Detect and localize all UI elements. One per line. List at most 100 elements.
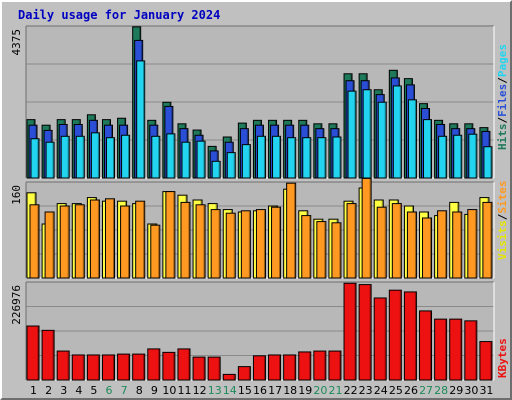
bar-kbytes-day-25	[388, 289, 402, 381]
bar-sites-day-6-shade	[112, 199, 114, 278]
bar-kbytes-day-18-shade	[294, 355, 296, 380]
bar-sites-day-21-body	[331, 222, 342, 279]
bar-kbytes-day-4-shade	[82, 355, 84, 380]
bar-kbytes-day-24-body	[373, 297, 387, 381]
bar-sites-day-5-shade	[97, 200, 99, 278]
bar-pages-day-17-body	[272, 135, 282, 179]
bar-sites-day-18	[286, 182, 297, 279]
bar-sites-day-25-shade	[399, 204, 401, 278]
bar-sites-day-23-body	[361, 177, 372, 279]
bar-pages-day-20	[317, 137, 327, 179]
bar-sites-day-8-body	[135, 200, 146, 279]
bar-sites-day-19-body	[301, 215, 312, 279]
bar-pages-day-22	[347, 90, 357, 179]
bar-pages-day-14-body	[226, 152, 236, 179]
bar-pages-day-10-body	[166, 133, 176, 179]
x-tick-label-day-4: 4	[75, 384, 82, 397]
bar-pages-day-31-shade	[490, 147, 492, 178]
bar-sites-day-1	[29, 204, 40, 279]
bar-pages-day-28	[438, 135, 448, 179]
bar-pages-day-24-shade	[384, 102, 386, 178]
x-tick-label-day-8: 8	[136, 384, 143, 397]
bar-pages-day-12	[196, 140, 206, 179]
bar-kbytes-day-4	[71, 354, 85, 381]
bar-sites-day-26	[406, 211, 417, 279]
bar-sites-day-10	[165, 191, 176, 279]
bar-pages-day-1-shade	[37, 139, 39, 178]
bar-pages-day-28-shade	[445, 136, 447, 178]
bar-pages-day-5	[90, 132, 100, 179]
bar-sites-day-10-body	[165, 191, 176, 279]
bar-sites-day-9	[150, 224, 161, 279]
bar-kbytes-day-23	[358, 284, 372, 381]
bar-sites-day-6	[104, 198, 115, 279]
bar-sites-day-11	[180, 201, 191, 279]
bar-pages-day-16-body	[256, 135, 266, 179]
bar-kbytes-day-1	[26, 325, 40, 381]
bar-sites-day-5	[89, 199, 100, 279]
bar-sites-day-31-shade	[490, 202, 492, 278]
bar-kbytes-day-8-body	[132, 353, 146, 381]
bar-sites-day-3-shade	[67, 206, 69, 278]
bar-kbytes-day-16	[252, 355, 266, 381]
x-tick-label-day-23: 23	[359, 384, 373, 397]
bar-pages-day-15-body	[241, 144, 251, 179]
bar-kbytes-day-19	[298, 351, 312, 381]
x-tick-label-day-31: 31	[479, 384, 493, 397]
bar-kbytes-day-31-shade	[490, 342, 492, 380]
bar-kbytes-day-15-body	[237, 366, 251, 381]
legend-hits-files-pages: Hits/Files/Pages	[496, 44, 509, 150]
bar-pages-day-11-shade	[188, 142, 190, 178]
bar-sites-day-16	[255, 209, 266, 279]
chart-title: Daily usage for January 2024	[18, 8, 221, 22]
bar-kbytes-day-21	[328, 350, 342, 381]
bar-kbytes-day-31-body	[479, 341, 493, 381]
bar-sites-day-14-shade	[233, 213, 235, 278]
x-tick-label-day-5: 5	[90, 384, 97, 397]
bar-pages-day-5-shade	[97, 133, 99, 178]
bar-kbytes-day-26-shade	[414, 292, 416, 380]
bar-kbytes-day-1-body	[26, 325, 40, 381]
bar-pages-day-26-shade	[414, 100, 416, 178]
bar-kbytes-day-14-body	[222, 373, 236, 381]
bar-pages-day-30-body	[468, 133, 478, 179]
bar-pages-day-23	[362, 89, 372, 179]
x-tick-label-day-22: 22	[344, 384, 358, 397]
legend-visits-sites-part: Visits	[496, 220, 509, 260]
bar-sites-day-30-shade	[475, 210, 477, 278]
bar-kbytes-day-15-shade	[248, 367, 250, 380]
bar-sites-day-31-body	[482, 201, 493, 279]
bar-pages-day-16-shade	[263, 136, 265, 178]
bar-pages-day-1-body	[30, 138, 40, 179]
bar-sites-day-23	[361, 177, 372, 279]
bar-pages-day-17-shade	[279, 136, 281, 178]
bar-kbytes-day-13	[207, 356, 221, 381]
bar-kbytes-day-20-shade	[324, 351, 326, 380]
bar-kbytes-day-24-shade	[384, 298, 386, 380]
bar-kbytes-day-13-body	[207, 356, 221, 381]
bar-sites-day-9-shade	[158, 225, 160, 278]
bar-kbytes-day-9-body	[147, 348, 161, 381]
bar-pages-day-26	[407, 99, 417, 179]
bar-pages-day-7-body	[121, 134, 131, 179]
bar-sites-day-20-shade	[324, 222, 326, 278]
bar-pages-day-4-body	[75, 135, 85, 179]
bar-sites-day-3-body	[59, 205, 70, 279]
bar-kbytes-day-1-shade	[37, 326, 39, 380]
bar-kbytes-day-29-body	[449, 318, 463, 381]
bar-sites-day-24-body	[376, 206, 387, 279]
bar-sites-day-10-shade	[173, 192, 175, 278]
bar-sites-day-17-body	[271, 206, 282, 279]
bar-pages-day-24-body	[377, 101, 387, 179]
bar-sites-day-22-body	[346, 203, 357, 279]
x-tick-label-day-7: 7	[121, 384, 128, 397]
bar-sites-day-13-body	[210, 209, 221, 279]
bar-pages-day-18-body	[287, 137, 297, 179]
bar-pages-day-18-shade	[294, 138, 296, 178]
bar-kbytes-day-22-shade	[354, 283, 356, 380]
bar-sites-day-3	[59, 205, 70, 279]
bar-pages-day-4-shade	[82, 136, 84, 178]
bar-sites-day-2	[44, 211, 55, 279]
bar-sites-day-2-shade	[52, 212, 54, 278]
bar-pages-day-20-shade	[324, 138, 326, 178]
